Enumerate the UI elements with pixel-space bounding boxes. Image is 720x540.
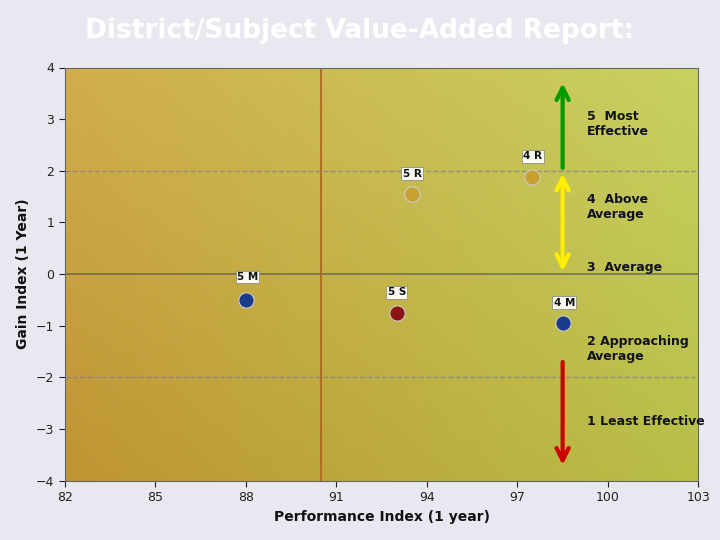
Text: 2 Approaching
Average: 2 Approaching Average [587,335,688,363]
Text: 4 R: 4 R [523,152,542,161]
Text: 5  Most
Effective: 5 Most Effective [587,110,649,138]
Text: 4  Above
Average: 4 Above Average [587,193,648,221]
X-axis label: Performance Index (1 year): Performance Index (1 year) [274,510,490,524]
Text: 3  Average: 3 Average [587,261,662,274]
Text: 4 M: 4 M [554,298,575,308]
Text: District/Subject Value-Added Report:: District/Subject Value-Added Report: [86,18,634,44]
Text: 5 S: 5 S [387,287,406,298]
Text: 1 Least Effective: 1 Least Effective [587,415,704,428]
Text: 5 R: 5 R [402,168,422,179]
Y-axis label: Gain Index (1 Year): Gain Index (1 Year) [17,199,30,349]
Text: 5 M: 5 M [237,272,258,282]
